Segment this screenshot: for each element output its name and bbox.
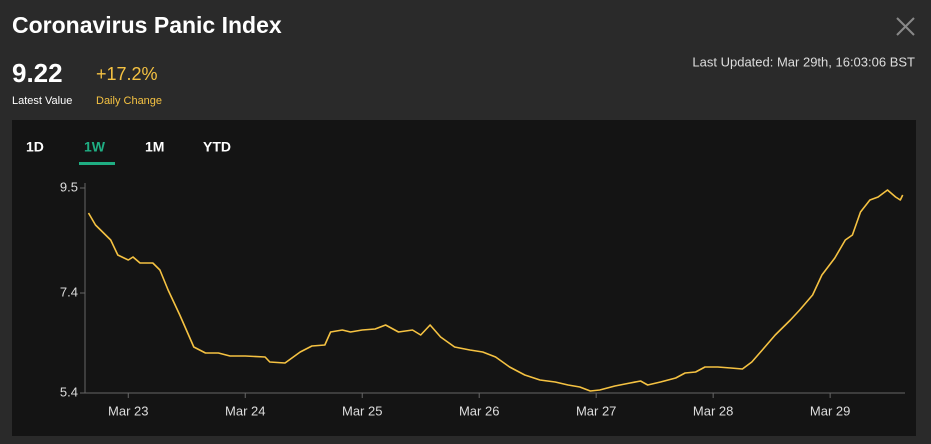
last-updated: Last Updated: Mar 29th, 16:03:06 BST	[692, 54, 915, 69]
x-tick-label: Mar 26	[459, 403, 499, 418]
x-tick-label: Mar 27	[576, 403, 616, 418]
close-button[interactable]	[896, 17, 915, 36]
x-tick-label: Mar 24	[225, 403, 265, 418]
tab[interactable]: YTD	[203, 139, 231, 155]
x-tick-label: Mar 29	[810, 403, 850, 418]
latest-value-label: Latest Value	[12, 95, 72, 107]
chart-panel	[12, 120, 916, 436]
tabs: 1D 1W 1M YTD	[26, 139, 231, 165]
daily-change: +17.2%	[96, 64, 158, 84]
latest-value: 9.22	[12, 58, 63, 88]
x-tick-label: Mar 25	[342, 403, 382, 418]
tab[interactable]: 1W	[84, 139, 106, 155]
x-tick-label: Mar 23	[108, 403, 148, 418]
x-tick-label: Mar 28	[693, 403, 733, 418]
tab-underline	[79, 162, 115, 165]
tab[interactable]: 1D	[26, 139, 44, 155]
line	[87, 189, 904, 392]
close-stroke	[896, 17, 915, 36]
tab[interactable]: 1M	[145, 139, 164, 155]
plot: 5.4 7.4 9.5 Mar 23 Mar 24 Mar 25 Mar 26 Mar 27 M…	[60, 179, 905, 418]
daily-change-label: Daily Change	[96, 95, 162, 107]
title: Coronavirus Panic Index	[12, 12, 282, 38]
y-tick-label: 5.4	[60, 384, 78, 399]
y-tick-label: 9.5	[60, 179, 78, 194]
y-tick-label: 7.4	[60, 284, 78, 299]
